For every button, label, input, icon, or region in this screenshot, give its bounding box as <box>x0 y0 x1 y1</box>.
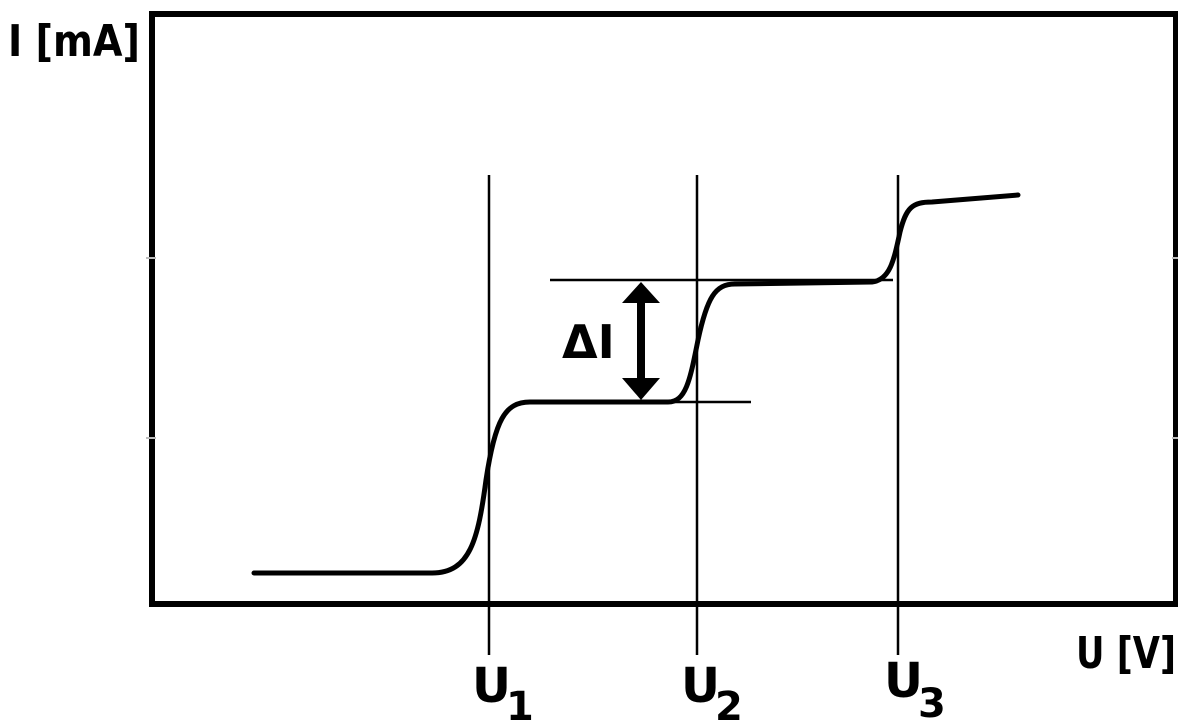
svg-text:U: U <box>472 658 511 714</box>
svg-text:U: U <box>884 653 923 709</box>
svg-text:3: 3 <box>918 681 946 725</box>
marker-label-u1: U 1 <box>472 658 534 725</box>
svg-text:2: 2 <box>715 684 743 725</box>
marker-label-u2: U 2 <box>681 658 743 725</box>
delta-arrow <box>622 282 660 400</box>
delta-label: ΔI <box>562 315 615 369</box>
plot-frame <box>149 11 1178 607</box>
marker-label-u3: U 3 <box>884 653 946 725</box>
y-axis-label: I [mA] <box>8 16 140 67</box>
svg-text:U: U <box>681 658 720 714</box>
step-curve <box>251 192 1021 576</box>
svg-text:1: 1 <box>506 684 534 725</box>
x-axis-label: U [V] <box>1076 628 1176 679</box>
